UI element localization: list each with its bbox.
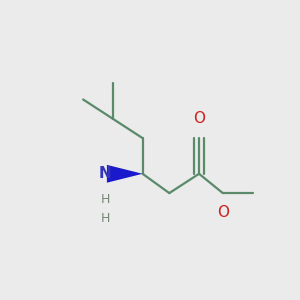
Polygon shape xyxy=(107,165,142,183)
Text: O: O xyxy=(193,111,205,126)
Text: H: H xyxy=(101,212,110,225)
Text: H: H xyxy=(101,193,110,206)
Text: N: N xyxy=(99,166,112,181)
Text: O: O xyxy=(217,205,229,220)
